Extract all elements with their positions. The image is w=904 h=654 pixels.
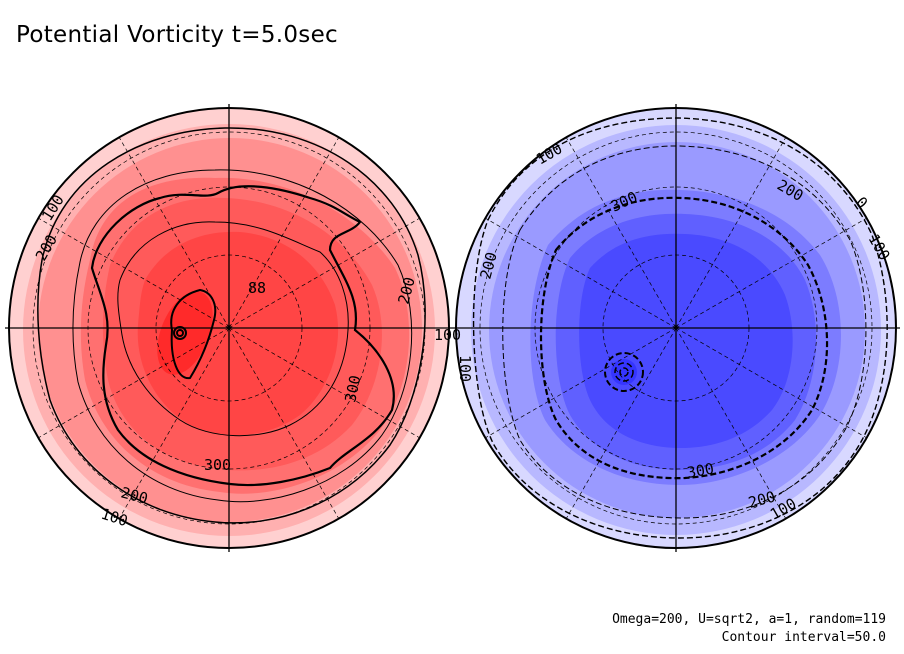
pv-contour bbox=[72, 169, 413, 503]
pv-extremum-contour bbox=[614, 362, 634, 382]
contour-label: 300 bbox=[341, 374, 364, 404]
pv-contour bbox=[117, 221, 349, 437]
pv-extremum-contour bbox=[173, 326, 187, 340]
pv-extremum-contour bbox=[604, 352, 644, 392]
meridian-line bbox=[675, 327, 787, 520]
pv-extremum-contour bbox=[176, 329, 184, 337]
pv-band-fill bbox=[579, 233, 793, 448]
meridian-line bbox=[118, 136, 230, 329]
meridian-line bbox=[228, 136, 340, 329]
northern-contour-labels: 100 200 200 100 300 300 200 100 88 bbox=[32, 192, 461, 531]
meridian-line bbox=[228, 327, 421, 439]
contour-label: 300 bbox=[204, 456, 231, 474]
meridian-line bbox=[484, 217, 677, 329]
meridian-line bbox=[675, 217, 868, 329]
meridian-line bbox=[118, 327, 230, 520]
meridian-line bbox=[565, 327, 677, 520]
meridian-line bbox=[37, 327, 230, 439]
pole-marker: * bbox=[672, 322, 680, 337]
pv-contour bbox=[170, 288, 217, 380]
pv-contour bbox=[37, 127, 426, 524]
meridian-line bbox=[228, 217, 421, 329]
contour-label: 88 bbox=[248, 279, 266, 297]
pole-marker: * bbox=[225, 322, 233, 337]
pv-contour bbox=[90, 185, 395, 487]
meridian-line bbox=[228, 327, 340, 520]
pv-extremum-contour bbox=[619, 367, 629, 377]
pv-contour bbox=[502, 145, 867, 519]
meridian-line bbox=[484, 327, 677, 439]
pv-contour bbox=[472, 117, 888, 539]
meridian-line bbox=[675, 327, 868, 439]
chart-title: Potential Vorticity t=5.0sec bbox=[16, 22, 338, 48]
meridian-line bbox=[37, 217, 230, 329]
parameters-text: Omega=200, U=sqrt2, a=1, random=119 bbox=[612, 612, 886, 627]
meridian-line bbox=[675, 136, 787, 329]
contour-interval-text: Contour interval=50.0 bbox=[721, 630, 886, 645]
contour-label: 100 bbox=[456, 355, 474, 382]
pv-contour bbox=[539, 196, 829, 480]
contour-label: 100 bbox=[434, 326, 461, 344]
contour-label: 300 bbox=[686, 460, 716, 482]
meridian-line bbox=[565, 136, 677, 329]
pv-band-fill bbox=[137, 231, 339, 436]
